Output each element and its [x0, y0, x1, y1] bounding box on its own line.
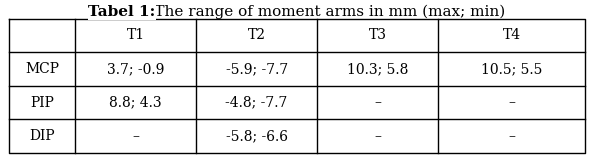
Text: T3: T3 — [369, 29, 387, 42]
Text: –: – — [508, 96, 515, 110]
Text: –: – — [508, 129, 515, 143]
Bar — [89, 4, 156, 20]
Text: -4.8; -7.7: -4.8; -7.7 — [226, 96, 288, 110]
Text: Tabel 1: The range of moment arms in mm (max; min): Tabel 1: The range of moment arms in mm … — [89, 5, 505, 19]
Text: -5.8; -6.6: -5.8; -6.6 — [226, 129, 287, 143]
Text: 10.5; 5.5: 10.5; 5.5 — [481, 62, 542, 76]
Text: 10.3; 5.8: 10.3; 5.8 — [347, 62, 408, 76]
Text: 3.7; -0.9: 3.7; -0.9 — [107, 62, 165, 76]
Text: T4: T4 — [503, 29, 521, 42]
Text: T2: T2 — [248, 29, 266, 42]
Text: DIP: DIP — [29, 129, 55, 143]
Text: –: – — [374, 129, 381, 143]
Text: MCP: MCP — [25, 62, 59, 76]
Text: Tabel 1:: Tabel 1: — [89, 5, 156, 19]
Text: PIP: PIP — [30, 96, 54, 110]
Text: 8.8; 4.3: 8.8; 4.3 — [109, 96, 162, 110]
Text: -5.9; -7.7: -5.9; -7.7 — [226, 62, 287, 76]
Text: –: – — [132, 129, 139, 143]
Text: T1: T1 — [127, 29, 145, 42]
Text: –: – — [374, 96, 381, 110]
